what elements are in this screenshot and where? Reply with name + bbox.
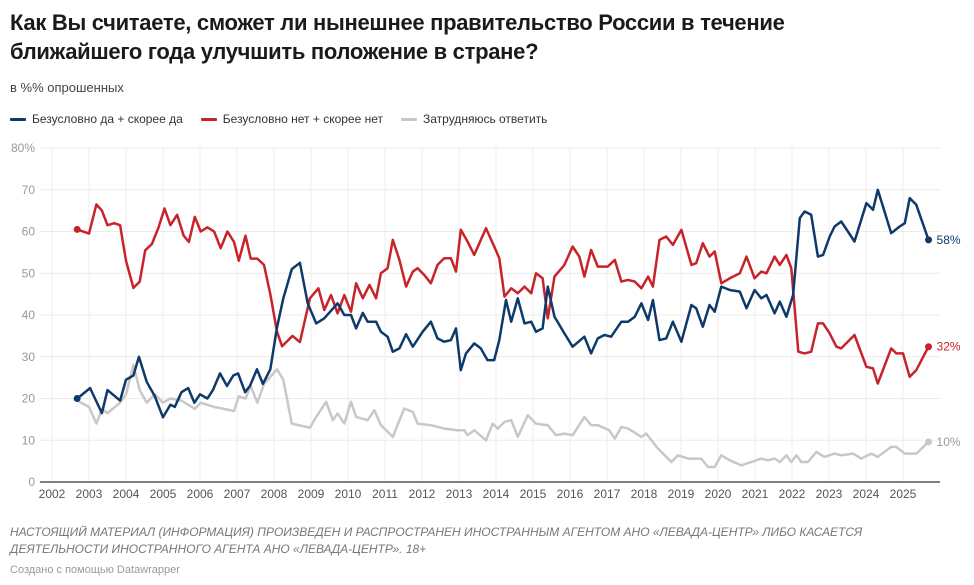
x-tick-label: 2006 — [187, 487, 214, 501]
line-no-end-label: 32% — [937, 340, 961, 354]
line-no — [76, 203, 930, 385]
line-no-start-dot — [73, 225, 81, 233]
line-yes-end-label: 58% — [937, 233, 961, 247]
line-undecided — [76, 363, 930, 469]
x-tick-label: 2007 — [224, 487, 251, 501]
x-tick-label: 2003 — [76, 487, 103, 501]
legend-item-undecided: Затрудняюсь ответить — [401, 112, 547, 126]
line-undecided-end-dot — [925, 438, 933, 446]
end-labels: 10% 32% 58% — [937, 233, 961, 449]
datawrapper-credit: Создано с помощью Datawrapper — [10, 564, 180, 576]
legend-swatch-undecided — [401, 117, 418, 121]
x-axis-ticks: 2002 2003 2004 2005 2006 2007 2008 2009 2010 2011… — [39, 487, 917, 501]
x-tick-label: 2015 — [520, 487, 547, 501]
y-tick-label: 60 — [22, 225, 36, 239]
x-tick-label: 2022 — [779, 487, 806, 501]
x-tick-label: 2013 — [446, 487, 473, 501]
chart-subtitle: в %% опрошенных — [10, 80, 124, 95]
line-no-end-dot — [925, 343, 933, 351]
x-tick-label: 2025 — [890, 487, 917, 501]
x-tick-label: 2016 — [557, 487, 584, 501]
x-tick-label: 2021 — [742, 487, 769, 501]
y-tick-label: 10 — [22, 433, 36, 447]
x-tick-label: 2014 — [483, 487, 510, 501]
y-tick-label: 40 — [22, 308, 36, 322]
legend-label-no: Безусловно нет + скорее нет — [222, 112, 384, 126]
legend-label-undecided: Затрудняюсь ответить — [423, 112, 548, 126]
foreign-agent-note: НАСТОЯЩИЙ МАТЕРИАЛ (ИНФОРМАЦИЯ) ПРОИЗВЕД… — [10, 525, 863, 556]
y-tick-label: 0 — [28, 475, 35, 489]
x-tick-label: 2010 — [335, 487, 362, 501]
legend-swatch-no — [200, 117, 217, 121]
x-tick-label: 2012 — [409, 487, 436, 501]
x-tick-label: 2018 — [631, 487, 658, 501]
x-tick-label: 2020 — [705, 487, 732, 501]
y-tick-label: 80% — [11, 141, 35, 155]
line-yes — [76, 188, 930, 419]
x-tick-label: 2008 — [261, 487, 288, 501]
x-tick-label: 2024 — [853, 487, 880, 501]
x-tick-label: 2004 — [113, 487, 140, 501]
y-tick-label: 70 — [22, 183, 36, 197]
series-lines — [73, 188, 933, 469]
x-tick-label: 2019 — [668, 487, 695, 501]
legend-item-yes: Безусловно да + скорее да — [10, 112, 183, 126]
x-tick-label: 2011 — [372, 487, 398, 501]
x-tick-label: 2023 — [816, 487, 843, 501]
x-tick-label: 2002 — [39, 487, 66, 501]
line-yes-end-dot — [925, 236, 933, 244]
x-tick-label: 2005 — [150, 487, 177, 501]
x-tick-label: 2009 — [298, 487, 325, 501]
legend-label-yes: Безусловно да + скорее да — [32, 112, 183, 126]
line-yes-start-dot — [73, 395, 81, 402]
legend: Безусловно да + скорее да Безусловно нет… — [10, 112, 547, 126]
y-axis-ticks: 0 10 20 30 40 50 60 70 80% — [11, 141, 35, 489]
x-tick-label: 2017 — [594, 487, 621, 501]
chart-title: Как Вы считаете, сможет ли нынешнее прав… — [10, 10, 785, 64]
y-tick-label: 30 — [22, 350, 36, 364]
grid — [40, 147, 940, 483]
legend-swatch-yes — [10, 117, 26, 121]
y-tick-label: 50 — [22, 266, 36, 280]
legend-item-no: Безусловно нет + скорее нет — [200, 112, 384, 126]
line-undecided-end-label: 10% — [937, 435, 961, 449]
y-tick-label: 20 — [22, 392, 36, 406]
